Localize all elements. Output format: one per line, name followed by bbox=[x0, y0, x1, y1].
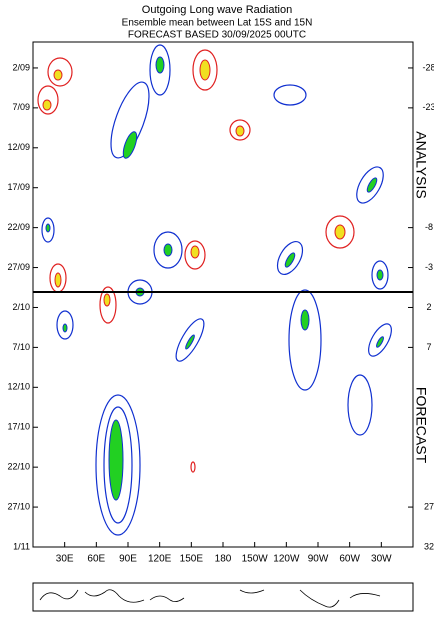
y-tick-label: 2/10 bbox=[12, 302, 30, 312]
x-tick-label: 90E bbox=[119, 554, 137, 565]
y-tick-label: 7/10 bbox=[12, 342, 30, 352]
x-tick-label: 180 bbox=[215, 554, 232, 565]
chart-subtitle: Ensemble mean between Lat 15S and 15N bbox=[122, 18, 313, 29]
y-tick-label: 2/09 bbox=[12, 62, 30, 72]
y-tick-label: 1/11 bbox=[13, 541, 30, 551]
y2-tick-label: 2 bbox=[426, 302, 431, 312]
plot-frame bbox=[32, 41, 414, 548]
y-tick-label: 27/09 bbox=[7, 262, 30, 272]
y-tick-label: 12/09 bbox=[7, 142, 30, 152]
analysis-label: ANALYSIS bbox=[413, 131, 429, 198]
x-tick-label: 60W bbox=[339, 554, 360, 565]
y-tick-label: 22/10 bbox=[7, 462, 30, 472]
y2-tick-label: 32 bbox=[424, 541, 434, 551]
forecast-label: FORECAST bbox=[413, 387, 429, 464]
x-tick-label: 150E bbox=[180, 554, 204, 565]
x-tick-label: 150W bbox=[242, 554, 269, 565]
forecast-note: FORECAST BASED 30/09/2025 00UTC bbox=[128, 30, 306, 41]
y2-tick-label: 7 bbox=[426, 342, 431, 352]
y-tick-label: 27/10 bbox=[7, 501, 30, 511]
y2-tick-label: -28 bbox=[422, 62, 434, 72]
y-tick-label: 12/10 bbox=[7, 382, 30, 392]
x-tick-label: 30W bbox=[371, 554, 392, 565]
x-tick-label: 30E bbox=[56, 554, 74, 565]
contours bbox=[37, 44, 392, 536]
y2-tick-label: -8 bbox=[425, 222, 433, 232]
x-tick-label: 120E bbox=[148, 554, 172, 565]
y2-tick-label: -23 bbox=[422, 102, 434, 112]
y2-tick-label: -3 bbox=[425, 262, 433, 272]
y-tick-label: 7/09 bbox=[12, 102, 30, 112]
y2-tick-label: 27 bbox=[424, 501, 434, 511]
x-tick-label: 90W bbox=[308, 554, 329, 565]
map-strip bbox=[32, 582, 414, 612]
y-tick-label: 17/09 bbox=[7, 182, 30, 192]
y-tick-label: 17/10 bbox=[7, 422, 30, 432]
x-tick-label: 60E bbox=[87, 554, 105, 565]
x-tick-label: 120W bbox=[273, 554, 300, 565]
y-tick-label: 22/09 bbox=[7, 222, 30, 232]
chart-title: Outgoing Long wave Radiation bbox=[142, 4, 292, 16]
